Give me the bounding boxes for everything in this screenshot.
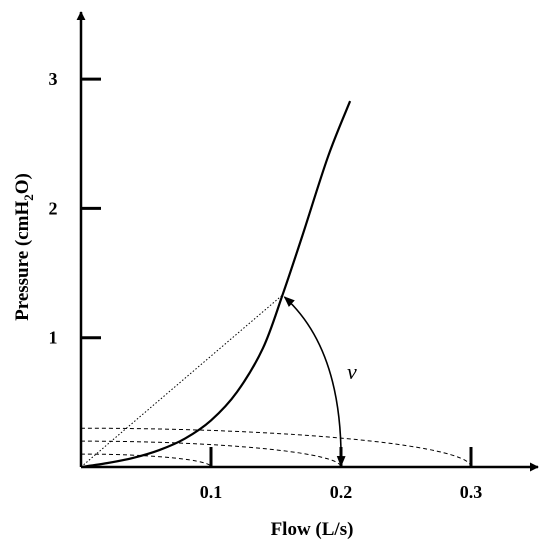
isobar-arc-3: [80, 427, 472, 468]
pressure-flow-curve: [80, 100, 352, 469]
y-tick-label-1: 1: [49, 328, 58, 348]
x-axis-label: Flow (L/s): [271, 519, 354, 540]
y-axis-label: Pressure (cmH2O): [12, 173, 36, 321]
plot-area: v 1 2 3 0.1 0.2 0.3: [49, 11, 539, 502]
isobar-arc-1: [80, 453, 212, 468]
y-axis-label-main: Pressure (cmH: [12, 201, 33, 321]
x-tick-label-0.2: 0.2: [330, 482, 353, 502]
x-tick-label-0.1: 0.1: [200, 482, 223, 502]
y-axis-label-subscript: 2: [21, 194, 36, 201]
y-tick-label-2: 2: [49, 198, 58, 218]
y-axis-label-end: O): [12, 173, 33, 194]
y-tick-label-3: 3: [49, 69, 58, 89]
v-arc-arrow: [283, 296, 346, 468]
operating-ray: [80, 294, 283, 468]
v-label: v: [347, 359, 357, 384]
x-tick-label-0.3: 0.3: [460, 482, 483, 502]
